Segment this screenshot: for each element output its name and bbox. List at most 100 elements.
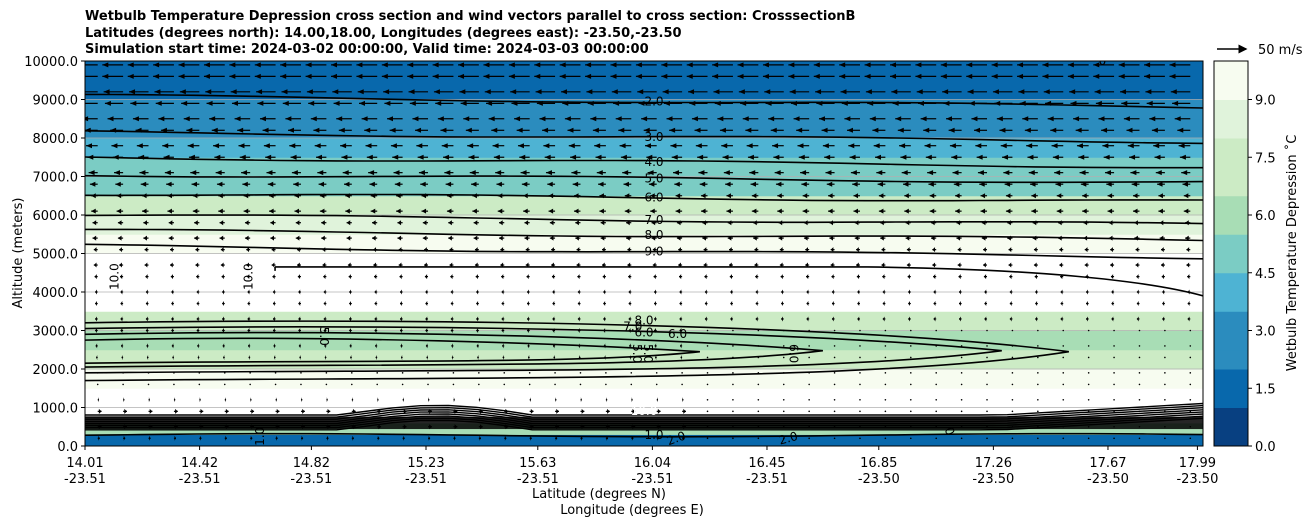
wind-vector-head xyxy=(440,127,447,133)
wind-vector xyxy=(986,329,988,332)
colorbar-segment xyxy=(1214,253,1248,274)
wind-vector-head xyxy=(495,170,502,176)
wind-vector-head xyxy=(244,220,249,226)
wind-vector-head xyxy=(242,181,248,187)
wind-vector-head xyxy=(686,62,693,68)
wind-vector-head xyxy=(1059,247,1063,253)
wind-vector-head xyxy=(899,143,906,149)
wind-vector-head xyxy=(135,127,142,133)
wind-vector-head xyxy=(1035,316,1038,322)
wind-vector-head xyxy=(1161,274,1164,280)
wind-vector-head xyxy=(984,289,987,295)
wind-vector-head xyxy=(400,301,402,307)
wind-vector-head xyxy=(657,424,661,430)
wind-vector-head xyxy=(479,397,481,403)
wind-vector-head xyxy=(220,262,224,268)
wind-vector xyxy=(1113,329,1115,332)
wind-vector-head xyxy=(378,424,382,430)
wind-vector-head xyxy=(1060,316,1063,322)
wind-vector-head xyxy=(472,193,477,199)
wind-vector-head xyxy=(269,193,274,199)
contour-label: 7.0 xyxy=(644,213,663,227)
wind-vector-head xyxy=(322,247,326,253)
wind-vector-head xyxy=(474,262,478,268)
wind-vector-head xyxy=(1159,220,1164,226)
field-band xyxy=(85,434,1203,446)
wind-vector xyxy=(401,383,404,386)
wind-vector-head xyxy=(578,343,580,349)
wind-vector-head xyxy=(120,301,123,307)
wind-vector-head xyxy=(876,170,883,176)
wind-vector-head xyxy=(446,208,452,214)
wind-vector xyxy=(1062,410,1065,413)
wind-vector xyxy=(909,425,912,428)
wind-vector-head xyxy=(298,316,301,322)
wind-vector-head xyxy=(722,154,729,160)
wind-vector xyxy=(1189,372,1192,374)
wind-vector-head xyxy=(683,408,687,414)
wind-vector-head xyxy=(520,170,527,176)
wind-vector-head xyxy=(573,208,579,214)
wind-vector-head xyxy=(1060,274,1063,280)
wind-vector xyxy=(960,383,963,386)
wind-vector-head xyxy=(499,220,503,226)
wind-vector-head xyxy=(369,181,375,187)
wind-vector-head xyxy=(216,181,223,187)
wind-vector-head xyxy=(929,208,935,214)
contour-line-9.0 xyxy=(85,243,1203,260)
wind-vector xyxy=(1062,425,1065,428)
wind-vector-head xyxy=(272,301,275,307)
wind-vector-head xyxy=(683,424,687,430)
wind-vector-head xyxy=(321,235,325,241)
wind-vector-head xyxy=(373,247,377,253)
wind-vector xyxy=(147,383,150,386)
wind-vector-head xyxy=(802,208,808,214)
contour-label: 5.0 xyxy=(317,327,331,346)
wind-vector xyxy=(884,329,887,332)
wind-vector xyxy=(1138,329,1141,332)
wind-vector-head xyxy=(905,235,910,241)
wind-vector xyxy=(1164,383,1166,386)
wind-vector-head xyxy=(596,170,603,176)
wind-vector-head xyxy=(1017,62,1024,68)
wind-vector-head xyxy=(393,170,400,176)
colorbar-segment xyxy=(1214,195,1248,216)
contour-label: 2.0 xyxy=(644,94,663,108)
wind-vector-head xyxy=(568,143,575,149)
wind-vector xyxy=(1189,410,1192,413)
wind-vector-head xyxy=(1000,143,1007,149)
wind-vector xyxy=(782,383,785,386)
wind-vector-head xyxy=(93,247,97,253)
wind-vector xyxy=(935,383,938,386)
wind-vector-head xyxy=(127,62,134,68)
wind-vector-head xyxy=(103,89,110,95)
wind-vector-head xyxy=(1051,143,1058,149)
wind-vector-head xyxy=(1095,100,1102,106)
wind-vector-head xyxy=(251,424,255,430)
wind-vector-head xyxy=(648,181,655,187)
wind-vector-head xyxy=(1123,116,1130,122)
wind-vector-head xyxy=(1160,247,1164,253)
wind-vector-head xyxy=(407,62,414,68)
wind-vector-head xyxy=(153,73,160,79)
wind-vector-head xyxy=(803,235,808,241)
x-tick-label-lon: -23.50 xyxy=(1176,472,1218,487)
wind-vector-head xyxy=(222,301,224,307)
x-axis-ticks: 14.01-23.5114.42-23.5114.82-23.5115.23-2… xyxy=(64,446,1218,487)
wind-vector xyxy=(1087,356,1090,359)
x-tick-label-lat: 14.82 xyxy=(293,456,330,471)
wind-vector-head xyxy=(476,301,479,307)
wind-vector-head xyxy=(116,193,122,199)
wind-vector-head xyxy=(323,328,326,333)
wind-vector-head xyxy=(229,62,236,68)
field-band xyxy=(85,118,1203,139)
wind-vector-head xyxy=(407,73,414,79)
wind-vector-head xyxy=(983,274,987,280)
wind-vector-head xyxy=(178,73,185,79)
wind-vector xyxy=(1189,399,1192,401)
wind-vector-head xyxy=(627,247,631,253)
wind-vector-head xyxy=(1136,289,1139,295)
wind-vector-head xyxy=(816,100,823,106)
wind-vector-head xyxy=(599,193,604,199)
wind-vector-head xyxy=(857,316,860,322)
